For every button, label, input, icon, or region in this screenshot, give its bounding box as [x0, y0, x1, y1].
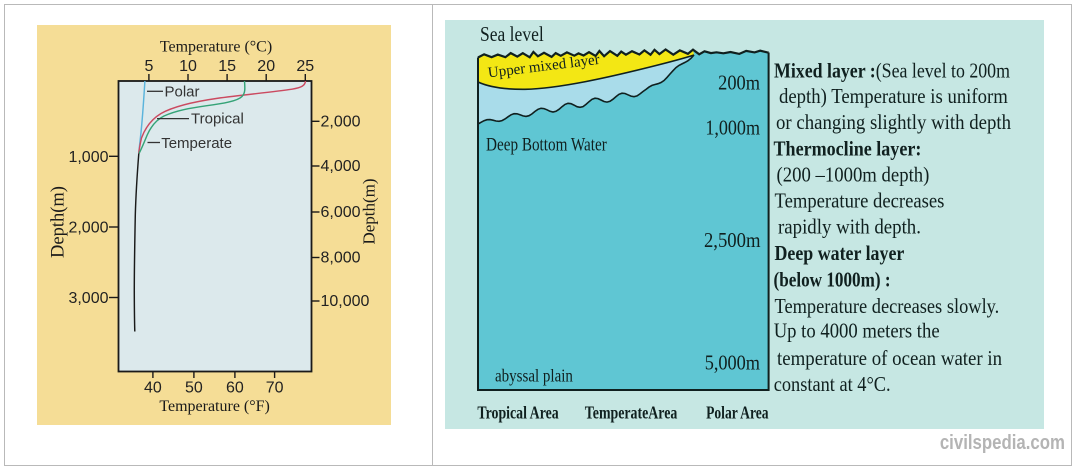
- svg-text:constant at 4°C.: constant at 4°C.: [774, 373, 891, 397]
- svg-text:Deep water layer: Deep water layer: [775, 242, 905, 266]
- svg-text:Temperature (°C): Temperature (°C): [160, 39, 272, 56]
- svg-text:or changing slightly with dept: or changing slightly with depth: [776, 111, 1011, 134]
- svg-text:200m: 200m: [718, 71, 760, 94]
- svg-text:20: 20: [257, 58, 275, 75]
- svg-text:(below 1000m) :: (below 1000m) :: [774, 269, 891, 292]
- svg-text:2,000: 2,000: [321, 113, 361, 130]
- svg-text:70: 70: [266, 380, 284, 397]
- svg-text:abyssal plain: abyssal plain: [495, 365, 574, 386]
- svg-text:5,000m: 5,000m: [705, 351, 760, 374]
- svg-text:15: 15: [218, 58, 236, 75]
- svg-text:Temperate: Temperate: [161, 135, 232, 152]
- svg-text:50: 50: [185, 380, 203, 397]
- svg-text:Sea level: Sea level: [480, 23, 544, 46]
- svg-text:Temperature decreases slowly.: Temperature decreases slowly.: [775, 295, 1000, 319]
- svg-text:6,000: 6,000: [321, 204, 361, 221]
- svg-text:Tropical Area: Tropical Area: [477, 404, 558, 423]
- svg-text:depth) Temperature is uniform: depth) Temperature is uniform: [779, 85, 1008, 108]
- svg-text:Polar: Polar: [165, 83, 200, 100]
- svg-text:Tropical: Tropical: [191, 111, 244, 128]
- svg-text:Polar Area: Polar Area: [706, 404, 769, 423]
- svg-text:TemperateArea: TemperateArea: [585, 404, 678, 423]
- svg-text:4,000: 4,000: [321, 158, 361, 175]
- svg-text:10: 10: [179, 58, 197, 75]
- svg-text:Depth(m): Depth(m): [49, 186, 69, 258]
- svg-text:5: 5: [144, 58, 153, 75]
- svg-text:Mixed layer :(Sea level to 200: Mixed layer :(Sea level to 200m: [774, 59, 1011, 83]
- svg-text:25: 25: [296, 58, 314, 75]
- svg-text:60: 60: [226, 380, 244, 397]
- svg-text:rapidly with depth.: rapidly with depth.: [778, 216, 921, 239]
- svg-text:(200 –1000m depth): (200 –1000m depth): [777, 163, 930, 186]
- svg-text:Deep Bottom Water: Deep Bottom Water: [486, 134, 607, 155]
- svg-text:Temperature decreases: Temperature decreases: [775, 189, 945, 213]
- svg-text:2,000: 2,000: [68, 220, 108, 237]
- svg-text:3,000: 3,000: [68, 290, 108, 307]
- svg-text:Up to 4000 meters the: Up to 4000 meters the: [774, 319, 940, 342]
- svg-text:Thermocline layer:: Thermocline layer:: [774, 137, 922, 161]
- svg-text:1,000m: 1,000m: [705, 117, 760, 140]
- svg-text:1,000: 1,000: [68, 149, 108, 166]
- svg-text:2,500m: 2,500m: [704, 229, 761, 252]
- svg-text:10,000: 10,000: [321, 293, 370, 310]
- svg-text:Depth(m): Depth(m): [360, 178, 379, 244]
- svg-text:Temperature (°F): Temperature (°F): [159, 398, 270, 415]
- svg-text:8,000: 8,000: [321, 250, 361, 267]
- svg-text:temperature of ocean water in: temperature of ocean water in: [777, 347, 1002, 370]
- svg-text:40: 40: [144, 380, 162, 397]
